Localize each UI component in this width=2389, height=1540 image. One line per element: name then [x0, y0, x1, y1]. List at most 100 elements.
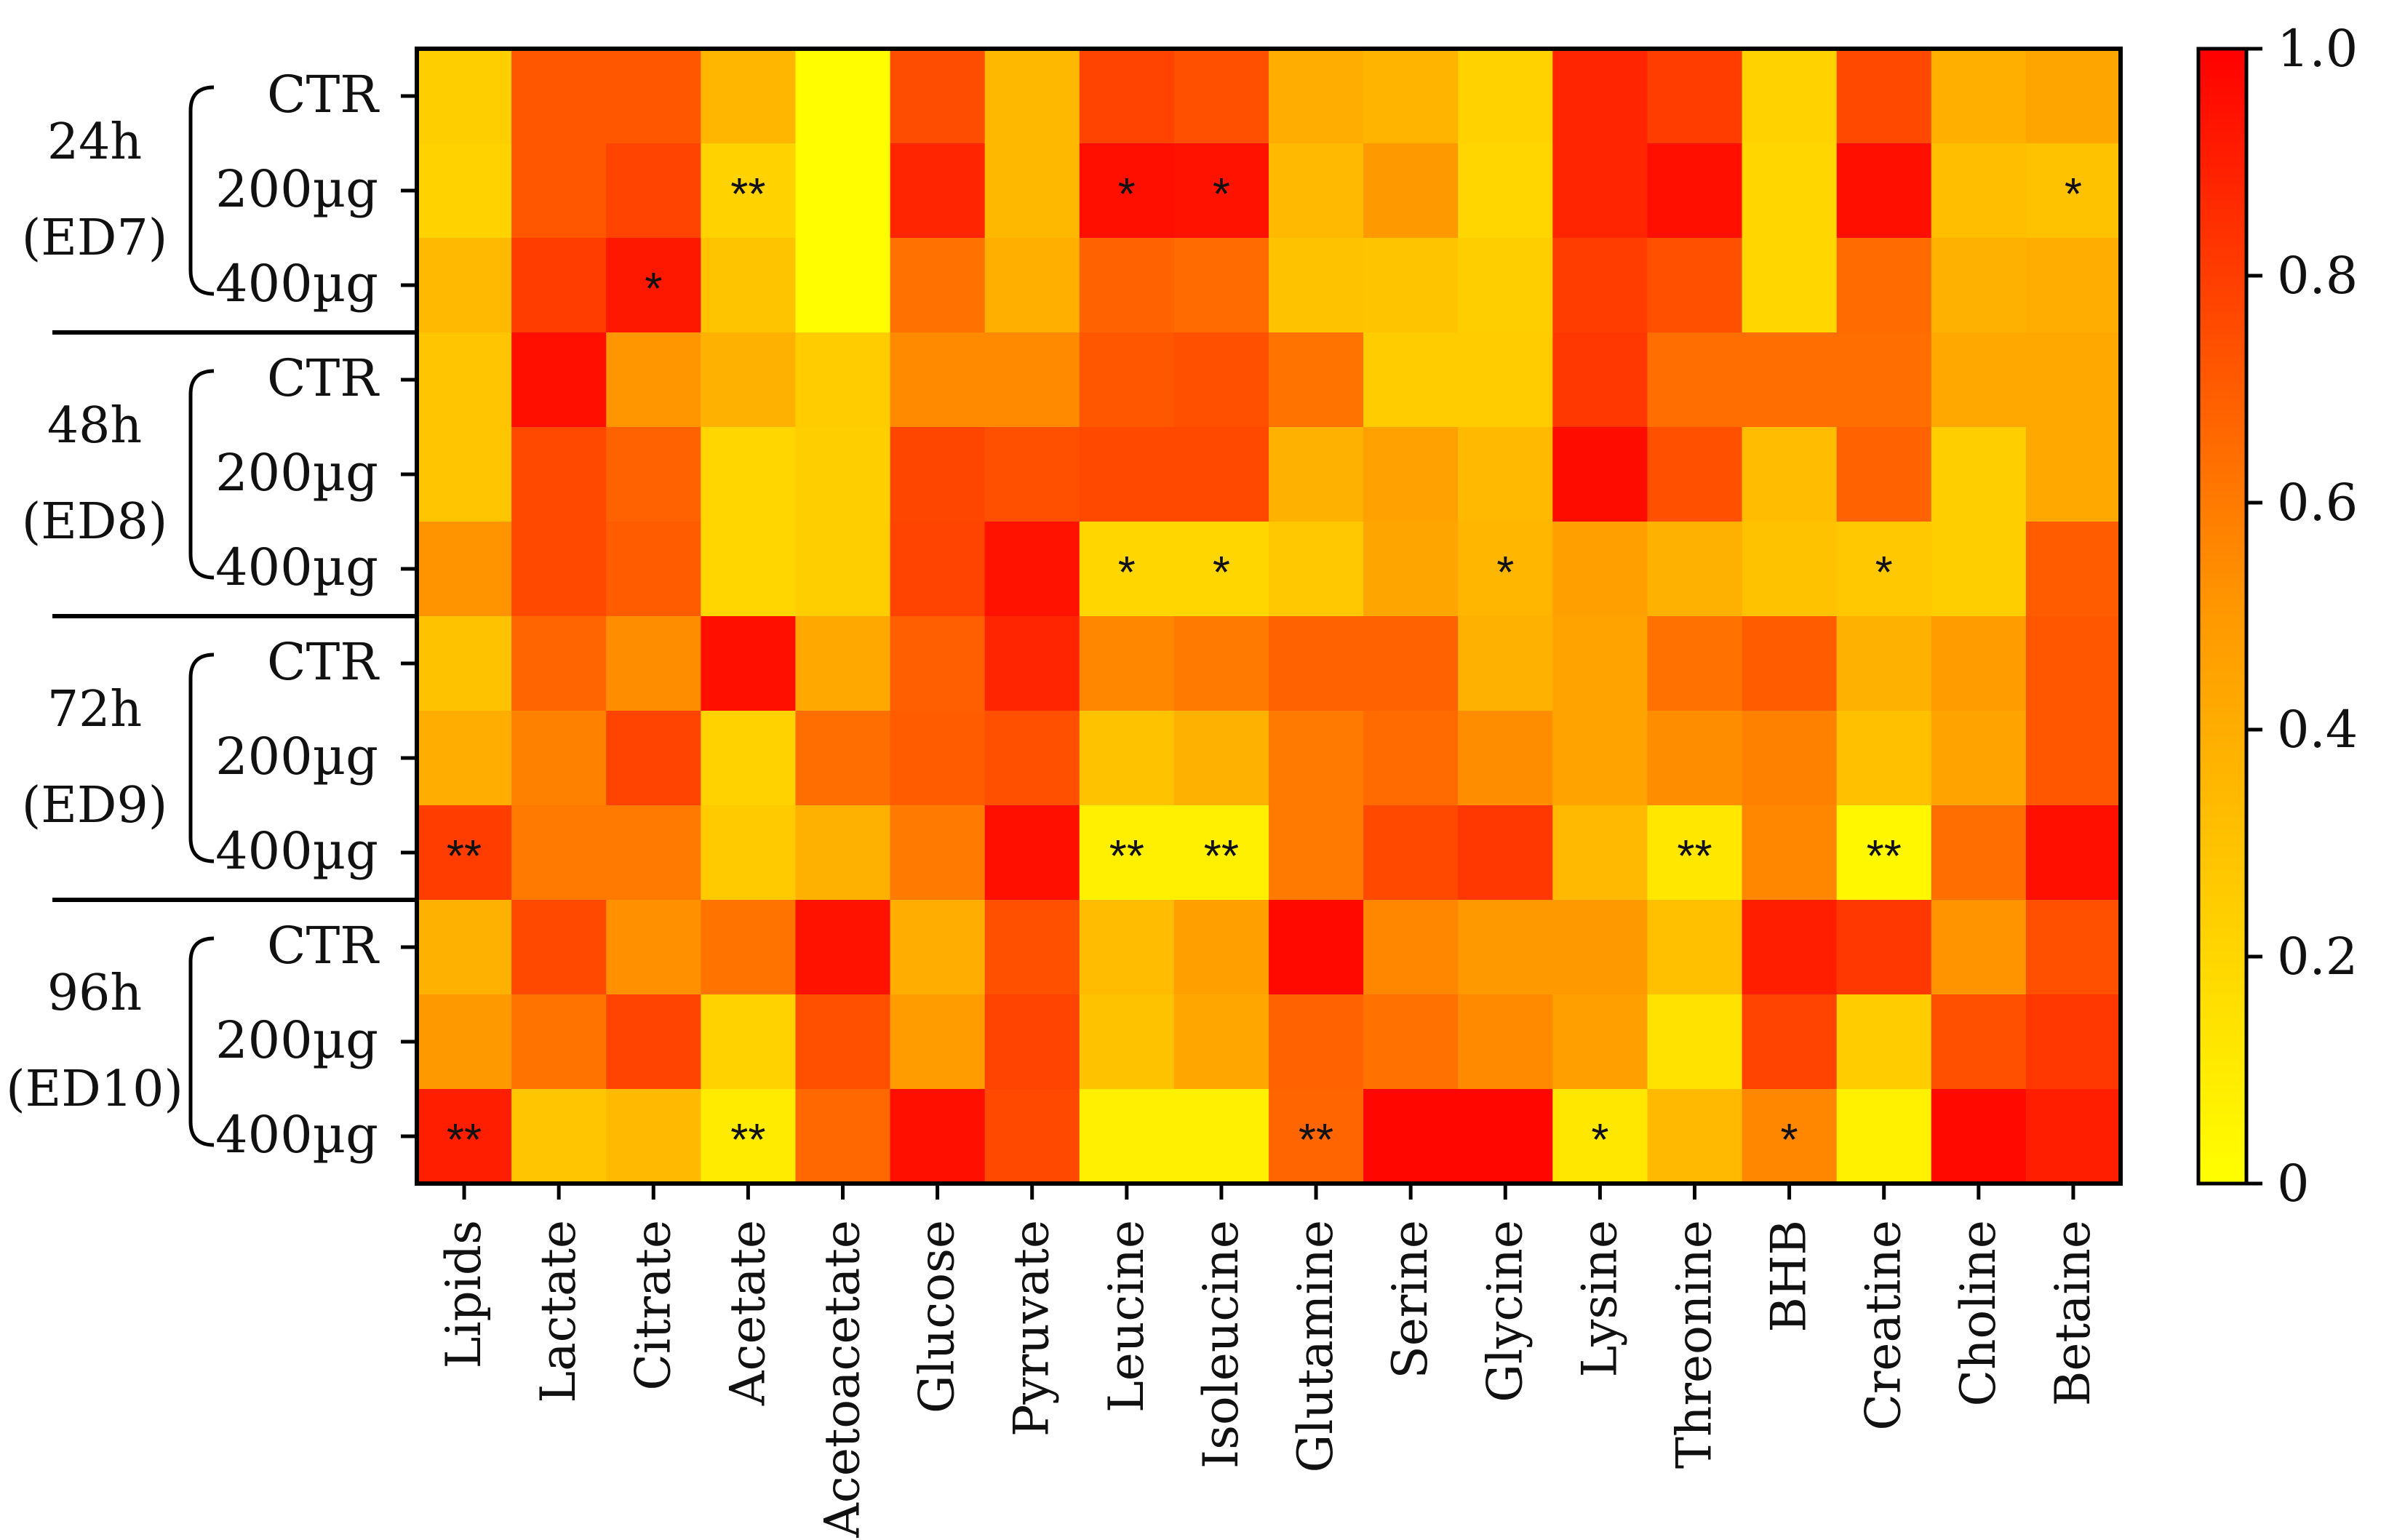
heatmap-cell — [1079, 143, 1175, 239]
row-label: CTR — [267, 916, 380, 976]
heatmap-cell — [890, 711, 986, 806]
heatmap-cell — [1269, 616, 1364, 711]
heatmap-cell — [1647, 711, 1743, 806]
heatmap-cell — [1363, 1089, 1459, 1184]
heatmap-cell — [1173, 994, 1269, 1090]
heatmap-cell — [795, 900, 891, 995]
heatmap-cell — [1363, 994, 1459, 1090]
colorbar-tick-label: 0.4 — [2277, 700, 2358, 759]
heatmap-cell — [1931, 805, 2027, 901]
colorbar-tick-label: 0 — [2277, 1154, 2310, 1213]
heatmap-cell — [1269, 238, 1364, 333]
colorbar-tick-label: 0.6 — [2277, 473, 2358, 532]
heatmap-cell — [2025, 994, 2121, 1090]
heatmap-cell — [417, 994, 512, 1090]
column-label: Choline — [1950, 1220, 2006, 1407]
column-label: Acetoacetate — [815, 1220, 871, 1539]
row-label: CTR — [267, 65, 380, 124]
heatmap-cell — [1079, 805, 1175, 901]
heatmap-cell — [1363, 805, 1459, 901]
heatmap-cell — [1173, 711, 1269, 806]
heatmap-cell — [890, 994, 986, 1090]
heatmap-cell — [1742, 143, 1838, 239]
heatmap-cell — [1742, 332, 1838, 428]
heatmap-cell — [795, 49, 891, 144]
heatmap-cell — [1552, 616, 1648, 711]
heatmap-cell — [606, 711, 702, 806]
heatmap-cell — [795, 332, 891, 428]
heatmap-cell — [606, 238, 702, 333]
heatmap-cell — [606, 994, 702, 1090]
group-day-label: (ED10) — [6, 1061, 183, 1118]
heatmap-cell — [1458, 711, 1554, 806]
heatmap-cell — [1269, 994, 1364, 1090]
column-label: Citrate — [625, 1220, 681, 1391]
heatmap-cell — [511, 616, 607, 711]
heatmap-cell — [795, 1089, 891, 1184]
heatmap-cell — [1931, 1089, 2027, 1184]
heatmap-cell — [2025, 332, 2121, 428]
group-day-label: (ED7) — [22, 210, 167, 267]
significance-marker: ** — [1299, 1115, 1333, 1165]
row-label: 200µg — [215, 443, 378, 503]
heatmap-cell — [1173, 427, 1269, 522]
column-label: Isoleucine — [1193, 1220, 1249, 1469]
heatmap-cell — [1552, 805, 1648, 901]
heatmap-cell — [606, 332, 702, 428]
heatmap-cell — [606, 616, 702, 711]
column-labels: Lipids Lactate Citrate Acetate Acetoacetate G… — [436, 1220, 2101, 1539]
heatmap-cell — [417, 805, 512, 901]
heatmap-cell — [511, 522, 607, 617]
heatmap-cell — [795, 427, 891, 522]
row-label: 200µg — [215, 1010, 378, 1070]
colorbar-tick-label: 0.8 — [2277, 246, 2358, 306]
heatmap-cell — [511, 805, 607, 901]
heatmap-cell — [2025, 711, 2121, 806]
heatmap-cell — [1836, 143, 1932, 239]
heatmap-cell — [2025, 427, 2121, 522]
heatmap-cell — [1363, 616, 1459, 711]
heatmap-cell — [1742, 711, 1838, 806]
significance-marker: ** — [730, 1115, 765, 1165]
group-bracket — [188, 85, 215, 296]
heatmap-cell — [701, 332, 797, 428]
significance-marker: * — [1118, 169, 1136, 220]
heatmap-cell — [1742, 49, 1838, 144]
heatmap-cell — [417, 522, 512, 617]
heatmap-cell — [1931, 616, 2027, 711]
heatmap-cell — [1836, 49, 1932, 144]
heatmap-cell — [606, 427, 702, 522]
group-time-label: 96h — [47, 965, 142, 1022]
heatmap-cell — [1458, 805, 1554, 901]
column-label: Glycine — [1477, 1220, 1533, 1403]
heatmap-cell — [1931, 49, 2027, 144]
heatmap-cell — [1742, 994, 1838, 1090]
heatmap-cell — [1173, 49, 1269, 144]
heatmap-cell — [1836, 1089, 1932, 1184]
column-label: Lipids — [436, 1220, 492, 1368]
heatmap-cell — [2025, 1089, 2121, 1184]
heatmap-cell — [1931, 522, 2027, 617]
heatmap-cell — [606, 143, 702, 239]
heatmap-cell — [1742, 900, 1838, 995]
column-label: Acetate — [719, 1220, 775, 1406]
heatmap-cell — [1269, 143, 1364, 239]
heatmap-cell — [701, 994, 797, 1090]
heatmap-cell — [1079, 616, 1175, 711]
heatmap-cell — [1647, 332, 1743, 428]
heatmap-cell — [1269, 805, 1364, 901]
significance-marker: * — [1213, 169, 1230, 220]
heatmap-cell — [606, 805, 702, 901]
significance-marker: ** — [447, 831, 482, 882]
row-label: 400µg — [215, 1105, 378, 1165]
heatmap-cell — [1363, 522, 1459, 617]
heatmap-cell — [795, 616, 891, 711]
heatmap-cell — [984, 427, 1080, 522]
group-bracket — [188, 369, 215, 580]
significance-markers: ** * * *** * * *** ** ** ** **** ** ** * * — [447, 169, 2082, 1165]
heatmap-cell — [606, 522, 702, 617]
heatmap-cell — [1742, 1089, 1838, 1184]
heatmap-cell — [417, 49, 512, 144]
heatmap-cell — [890, 143, 986, 239]
heatmap-cell — [1458, 900, 1554, 995]
